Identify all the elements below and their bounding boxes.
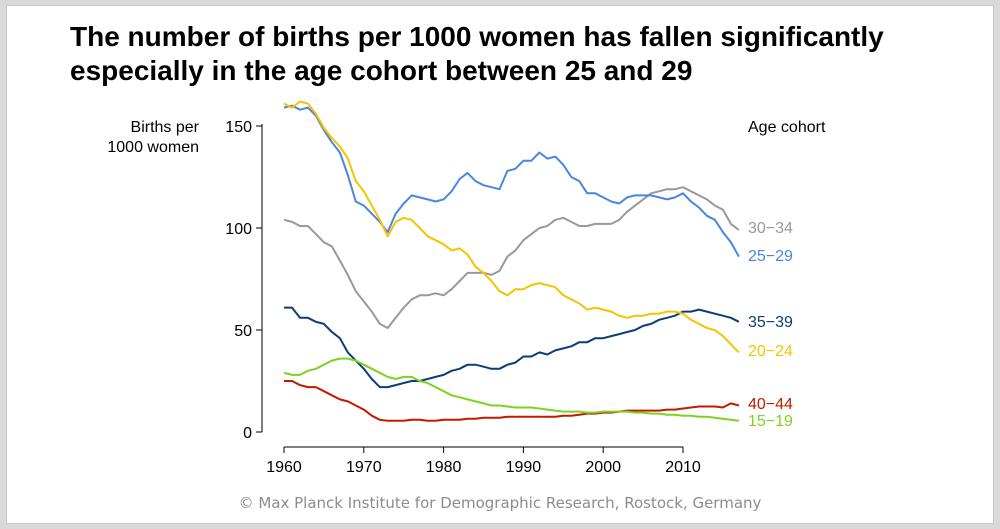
- x-tick-label-1990: 1990: [506, 459, 542, 476]
- x-tick-label-2010: 2010: [665, 459, 701, 476]
- series-label-4: 40−44: [748, 396, 793, 413]
- y-tick-label-100: 100: [225, 221, 252, 238]
- x-tick-label-1970: 1970: [346, 459, 382, 476]
- legend-title: Age cohort: [748, 119, 826, 136]
- y-axis-label-line-1: Births per: [131, 119, 200, 136]
- series-line-3: [283, 100, 740, 354]
- copyright-notice: © Max Planck Institute for Demographic R…: [238, 494, 762, 512]
- x-tick-label-1980: 1980: [426, 459, 462, 476]
- series-label-5: 15−19: [748, 413, 793, 430]
- y-tick-label-0: 0: [243, 425, 252, 442]
- series-line-1: [283, 104, 740, 258]
- series-line-4: [284, 380, 740, 422]
- y-tick-label-150: 150: [225, 119, 252, 136]
- series-label-0: 30−34: [748, 220, 793, 237]
- series-label-3: 20−24: [748, 343, 793, 360]
- chart-title-line-2: especially in the age cohort between 25 …: [70, 55, 693, 86]
- chart-title: The number of births per 1000 women has …: [70, 20, 970, 88]
- x-tick-label-1960: 1960: [266, 459, 302, 476]
- series-line-2: [284, 306, 740, 389]
- series-label-2: 35−39: [748, 314, 793, 331]
- y-axis-label-line-2: 1000 women: [107, 139, 199, 156]
- chart-card: [6, 5, 994, 524]
- series-line-5: [283, 357, 740, 422]
- x-tick-label-2000: 2000: [585, 459, 621, 476]
- chart-title-line-1: The number of births per 1000 women has …: [70, 21, 884, 52]
- series-lines: [283, 100, 740, 422]
- series-line-0: [283, 186, 740, 329]
- y-ticks: 0 50 100 150: [225, 119, 262, 442]
- series-label-1: 25−29: [748, 248, 793, 265]
- x-ticks: 1960 1970 1980 1990 2000 2010: [266, 447, 701, 476]
- y-tick-label-50: 50: [234, 323, 252, 340]
